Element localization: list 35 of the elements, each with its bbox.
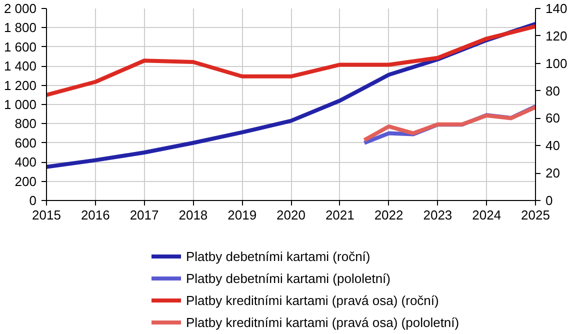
legend-label: Platby kreditními kartami (pravá osa) (roční) bbox=[186, 292, 439, 308]
y2-tick-label: 0 bbox=[546, 193, 553, 208]
y-tick-label: 1 200 bbox=[4, 78, 37, 93]
x-tick-label: 2021 bbox=[325, 208, 354, 222]
y-tick-label: 400 bbox=[14, 154, 37, 170]
y2-tick-label: 60 bbox=[546, 110, 560, 126]
y-tick-label: 0 bbox=[29, 193, 37, 208]
x-tick-label: 2018 bbox=[178, 208, 208, 222]
y-tick-label: 800 bbox=[14, 116, 37, 132]
legend-label: Platby debetními kartami (pololetní) bbox=[186, 270, 390, 286]
y-tick-label: 200 bbox=[14, 174, 37, 189]
x-tick-label: 2015 bbox=[32, 208, 61, 222]
y-tick-label: 2 000 bbox=[4, 1, 37, 16]
x-tick-label: 2019 bbox=[228, 208, 257, 222]
line-series bbox=[46, 24, 536, 97]
x-tick-label: 2024 bbox=[472, 208, 502, 222]
legend-label: Platby debetními kartami (roční) bbox=[186, 248, 370, 264]
y2-tick-label: 20 bbox=[546, 166, 560, 181]
y-tick-label: 1 800 bbox=[4, 20, 37, 36]
y-tick-label: 1 000 bbox=[4, 97, 37, 112]
x-tick-label: 2020 bbox=[276, 208, 306, 222]
y-tick-label: 1 600 bbox=[4, 39, 37, 54]
legend-label: Platby kreditními kartami (pravá osa) (pololetní) bbox=[186, 314, 460, 330]
x-tick-label: 2025 bbox=[521, 208, 550, 222]
y-tick-label: 1 400 bbox=[4, 58, 37, 74]
x-tick-label: 2022 bbox=[374, 208, 404, 222]
y2-tick-label: 80 bbox=[546, 83, 560, 98]
y2-tick-label: 100 bbox=[546, 56, 568, 71]
x-tick-label: 2017 bbox=[130, 208, 159, 222]
y2-tick-label: 40 bbox=[546, 138, 560, 154]
y2-tick-label: 140 bbox=[546, 1, 568, 16]
x-tick-label: 2023 bbox=[423, 208, 452, 222]
x-tick-label: 2016 bbox=[80, 208, 110, 222]
y-tick-label: 600 bbox=[14, 135, 37, 150]
y2-tick-label: 120 bbox=[546, 28, 568, 44]
